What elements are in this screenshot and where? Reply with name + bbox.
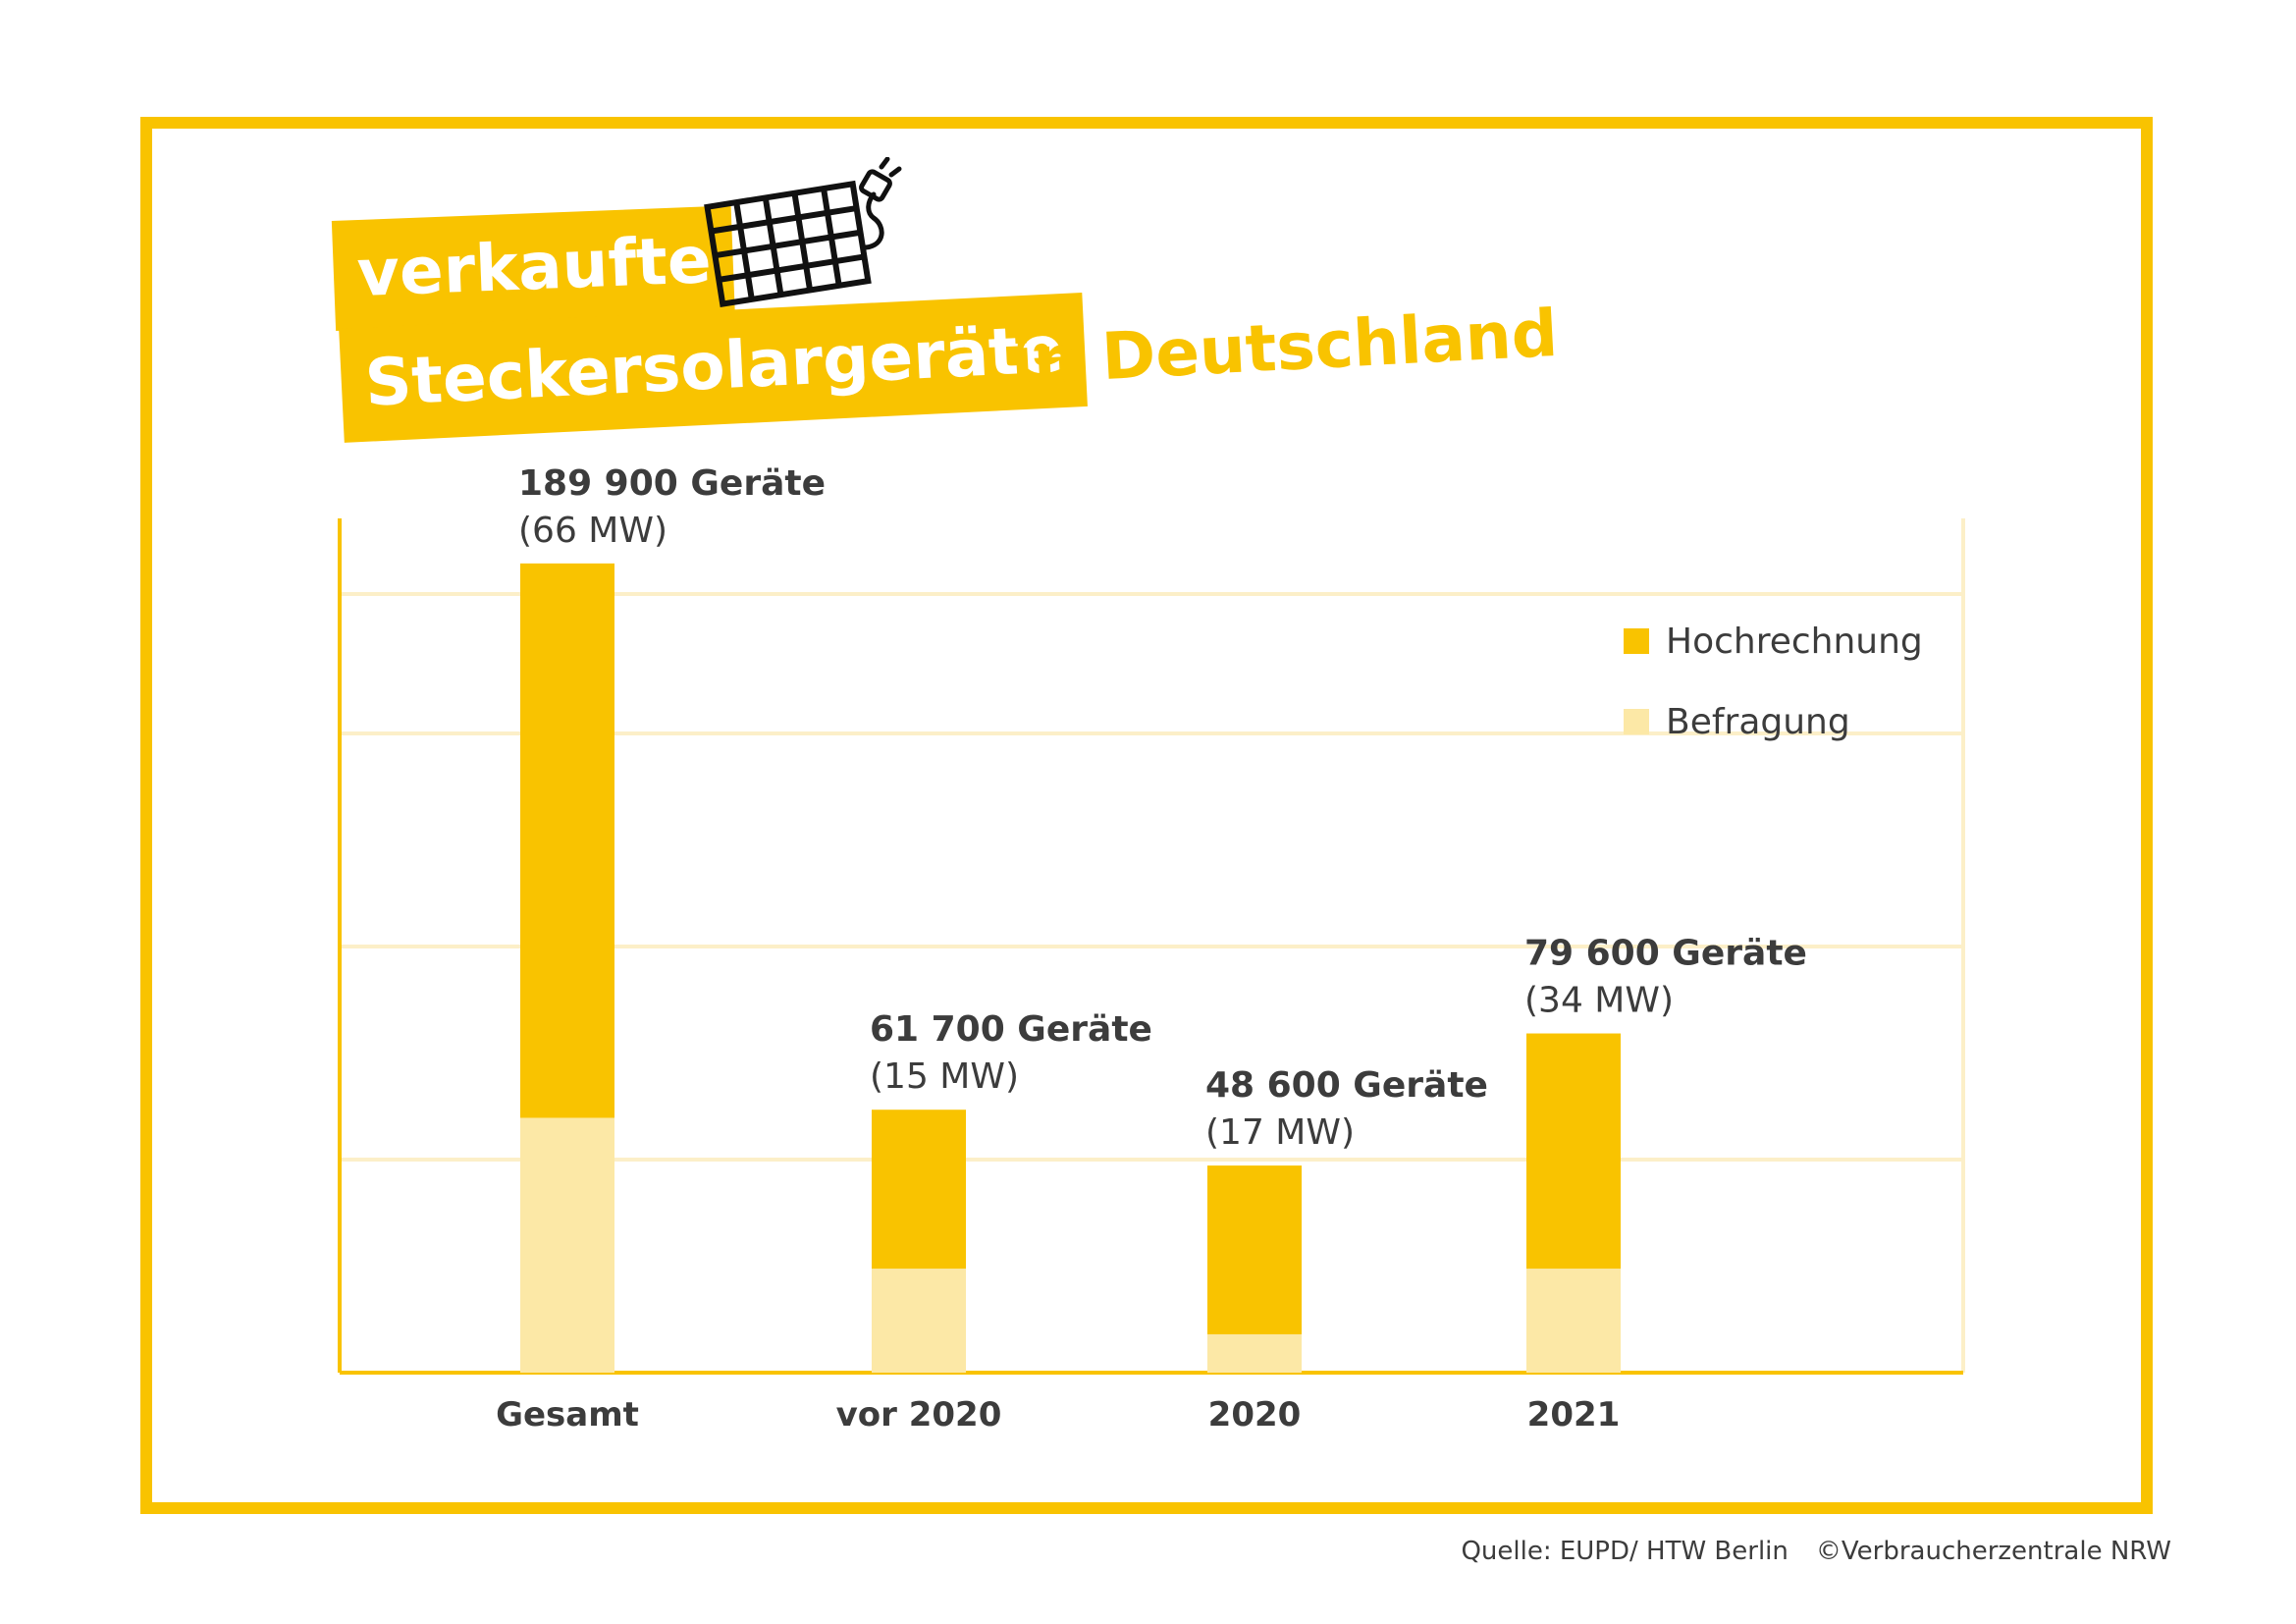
bar-befragung-1: [872, 1269, 966, 1373]
category-label: Gesamt: [496, 1395, 639, 1435]
bar-value-label: 48 600 Geräte: [1205, 1065, 1488, 1106]
bar-value-label: 189 900 Geräte: [518, 463, 826, 504]
legend: Hochrechnung Befragung: [1624, 622, 1923, 742]
bar-power-label: (66 MW): [518, 511, 667, 551]
bar-hochrechnung-3: [1526, 1033, 1621, 1270]
source-text: Quelle: EUPD/ HTW Berlin: [1461, 1537, 1789, 1566]
legend-label-hochrechnung: Hochrechnung: [1666, 622, 1923, 662]
chart-frame: [140, 117, 2153, 1514]
bar-power-label: (15 MW): [870, 1056, 1019, 1097]
bar-hochrechnung-1: [872, 1110, 966, 1270]
bar-power-label: (17 MW): [1205, 1112, 1355, 1153]
category-label: 2020: [1208, 1395, 1302, 1435]
category-labels: Gesamt vor 2020 2020 2021: [496, 1395, 1620, 1435]
bar-value-label: 61 700 Geräte: [870, 1009, 1152, 1050]
legend-label-befragung: Befragung: [1666, 702, 1850, 742]
category-label: 2021: [1527, 1395, 1621, 1435]
bar-befragung-2: [1207, 1333, 1302, 1373]
bar-befragung-3: [1526, 1269, 1621, 1373]
footer: Quelle: EUPD/ HTW Berlin ©Verbraucherzent…: [1461, 1537, 2171, 1566]
bar-hochrechnung-0: [520, 563, 614, 1118]
bar-power-label: (34 MW): [1524, 981, 1674, 1021]
legend-swatch-hochrechnung: [1624, 628, 1649, 654]
bar-labels: 189 900 Geräte (66 MW) 61 700 Geräte (15 MW…: [518, 463, 1807, 1153]
category-label: vor 2020: [836, 1395, 1002, 1435]
bar-befragung-0: [520, 1117, 614, 1373]
bar-hochrechnung-2: [1207, 1165, 1302, 1334]
legend-swatch-befragung: [1624, 709, 1649, 734]
bar-value-label: 79 600 Geräte: [1524, 934, 1807, 974]
bars: [520, 563, 1621, 1373]
copyright-text: ©Verbraucherzentrale NRW: [1815, 1537, 2171, 1566]
